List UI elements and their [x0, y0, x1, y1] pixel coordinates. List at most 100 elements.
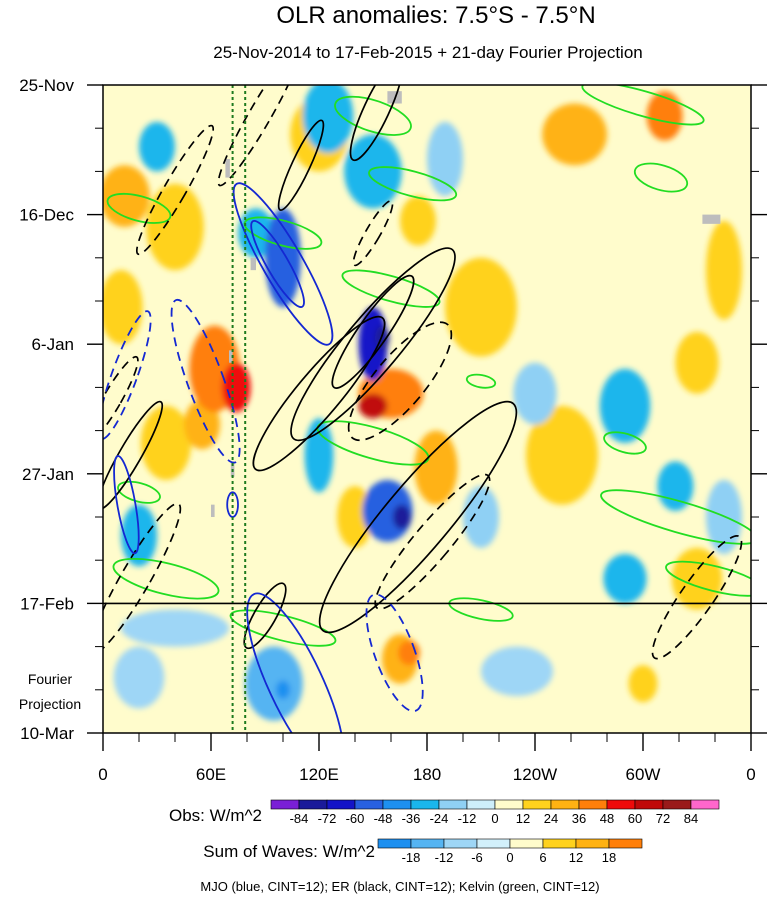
kelvin-contour-2: [368, 166, 458, 202]
anomaly-blob-19: [139, 122, 175, 172]
obs-level-3: -48: [374, 811, 393, 826]
obs-swatch-6: [438, 799, 468, 810]
missing-cell-3: [229, 350, 233, 363]
mjo-contours: [103, 182, 424, 733]
obs-level-7: 0: [491, 811, 498, 826]
mjo-contour-3: [103, 310, 152, 440]
waves-swatch-6: [575, 838, 610, 849]
mjo-contour-6: [246, 592, 345, 733]
anomaly-blob-35: [358, 307, 388, 382]
x-tick-label-5: 60W: [626, 765, 661, 784]
obs-level-1: -72: [318, 811, 337, 826]
er-contour-13: [651, 535, 743, 660]
er-contours: [103, 85, 743, 660]
obs-level-2: -60: [346, 811, 365, 826]
waves-level-6: 18: [602, 850, 616, 865]
er-contour-15: [352, 199, 394, 267]
obs-swatch-12: [606, 799, 636, 810]
obs-swatch-1: [298, 799, 328, 810]
mjo-contour-7: [365, 593, 424, 713]
er-contour-10: [103, 400, 164, 510]
y-tick-label-4: 17-Feb: [20, 594, 74, 613]
obs-swatch-3: [354, 799, 384, 810]
kelvin-contour-11: [117, 480, 161, 504]
anomaly-blob-25: [603, 554, 647, 604]
x-tick-label-4: 120W: [513, 765, 557, 784]
waves-swatch-7: [608, 838, 643, 849]
obs-level-11: 48: [600, 811, 614, 826]
kelvin-contour-4: [106, 192, 172, 224]
projection-label-line2: Projection: [19, 696, 81, 712]
kelvin-contour-7: [465, 373, 497, 389]
waves-level-4: 6: [539, 850, 546, 865]
obs-colorbar: Obs: W/m^2 -84 -72 -60 -48 -36 -24 -12 0 12 24 36 4…: [169, 799, 720, 826]
projection-blob-7: [398, 640, 420, 666]
kelvin-contour-6: [341, 269, 441, 308]
anomaly-blob-10: [140, 405, 192, 480]
obs-swatch-0: [270, 799, 300, 810]
er-contour-7: [318, 400, 518, 634]
er-contour-0: [217, 85, 302, 187]
anomaly-blob-14: [400, 196, 436, 246]
anomaly-blob-26: [302, 85, 354, 153]
er-contour-6: [347, 321, 453, 442]
obs-level-9: 24: [544, 811, 558, 826]
mjo-contour-0: [232, 182, 334, 346]
x-axis-ticks: 0 60E 120E 180 120W 60W 0: [98, 733, 756, 784]
er-contour-2: [135, 124, 215, 256]
missing-cell-2: [225, 159, 230, 178]
obs-swatch-7: [466, 799, 496, 810]
anomaly-blob-34: [358, 393, 388, 419]
x-tick-label-2: 120E: [299, 765, 339, 784]
obs-level-13: 72: [656, 811, 670, 826]
er-contour-11: [103, 355, 139, 444]
obs-swatch-4: [382, 799, 412, 810]
obs-swatch-14: [662, 799, 692, 810]
er-contour-9: [103, 502, 182, 655]
obs-swatch-5: [410, 799, 440, 810]
anomaly-blob-5: [513, 362, 557, 425]
missing-cell-1: [702, 214, 721, 224]
projection-blob-2: [121, 609, 229, 647]
contour-note: MJO (blue, CINT=12); ER (black, CINT=12)…: [200, 879, 599, 894]
projection-label-line1: Fourier: [28, 671, 73, 687]
anomaly-blob-15: [414, 430, 458, 505]
y-tick-label-5: 10-Mar: [20, 724, 74, 743]
obs-swatch-2: [326, 799, 356, 810]
er-contour-14: [243, 582, 287, 650]
anomaly-blob-16: [542, 103, 607, 166]
anomaly-blob-8: [463, 486, 499, 548]
observed-anomaly-field: [103, 85, 742, 610]
anomaly-blob-1: [427, 122, 463, 197]
y-tick-label-2: 6-Jan: [31, 335, 74, 354]
projection-blob-0: [113, 646, 165, 709]
obs-swatch-10: [550, 799, 580, 810]
x-tick-label-1: 60E: [196, 765, 226, 784]
anomaly-blob-7: [445, 257, 517, 357]
chart-title: OLR anomalies: 7.5°S - 7.5°N: [276, 2, 595, 29]
obs-swatch-11: [578, 799, 608, 810]
waves-level-1: -12: [435, 850, 454, 865]
plot-area: [103, 85, 751, 733]
waves-colorbar: Sum of Waves: W/m^2 -18 -12 -6 0 6 12 18: [203, 838, 643, 865]
anomaly-blob-17: [304, 418, 334, 493]
er-contour-8: [374, 473, 491, 610]
kelvin-contour-1: [581, 85, 705, 126]
waves-swatch-0: [377, 838, 412, 849]
y-tick-label-1: 16-Dec: [19, 206, 74, 225]
waves-level-3: 0: [506, 850, 513, 865]
waves-swatch-1: [410, 838, 445, 849]
er-contour-12: [252, 315, 386, 472]
obs-level-4: -36: [402, 811, 421, 826]
anomaly-blob-2: [103, 270, 143, 345]
anomaly-blob-22: [344, 134, 402, 209]
anomaly-blob-0: [526, 405, 598, 505]
obs-level-14: 84: [684, 811, 698, 826]
obs-swatch-8: [494, 799, 524, 810]
anomaly-blob-29: [646, 91, 683, 141]
obs-swatch-15: [690, 799, 720, 810]
obs-swatch-9: [522, 799, 552, 810]
obs-level-0: -84: [290, 811, 309, 826]
mjo-contour-1: [250, 219, 305, 308]
